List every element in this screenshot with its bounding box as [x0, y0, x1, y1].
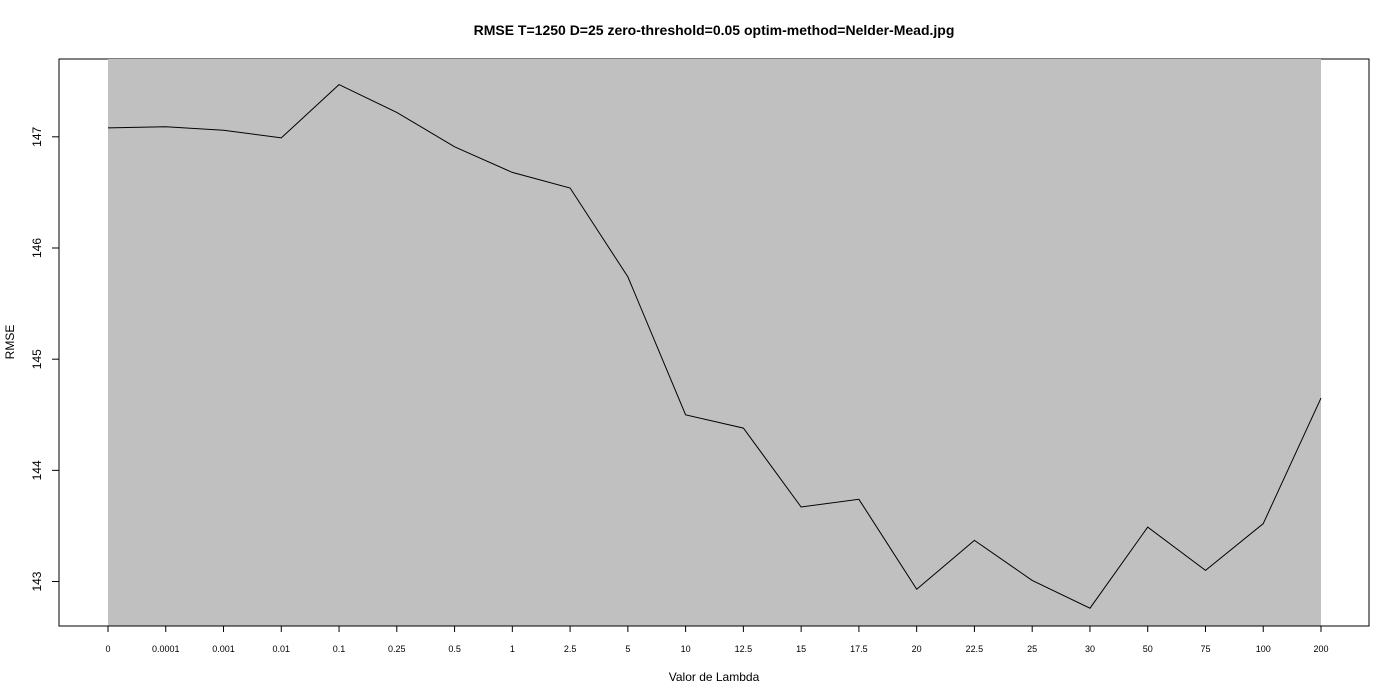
x-tick-label: 17.5	[850, 644, 868, 654]
y-tick-label: 144	[30, 460, 44, 480]
y-axis: 143 144 145 146 147	[30, 126, 59, 592]
x-tick-label: 22.5	[966, 644, 984, 654]
y-tick-label: 143	[30, 571, 44, 591]
x-tick-label: 50	[1143, 644, 1153, 654]
x-tick-label: 0.25	[388, 644, 406, 654]
y-tick-label: 145	[30, 349, 44, 369]
x-tick-label: 100	[1256, 644, 1271, 654]
x-tick-label: 1	[510, 644, 515, 654]
x-tick-label: 5	[625, 644, 630, 654]
x-axis: 0 0.0001 0.001 0.01 0.1 0.25 0.5 1 2.5 5 10 12.5 15 1…	[105, 625, 1329, 654]
x-tick-label: 25	[1027, 644, 1037, 654]
x-tick-label: 0.5	[448, 644, 461, 654]
x-tick-label: 20	[912, 644, 922, 654]
x-tick-label: 0	[105, 644, 110, 654]
chart-title: RMSE T=1250 D=25 zero-threshold=0.05 opt…	[474, 22, 955, 38]
x-tick-label: 30	[1085, 644, 1095, 654]
x-tick-label: 2.5	[564, 644, 577, 654]
series-line	[107, 84, 1322, 609]
x-tick-label: 10	[681, 644, 691, 654]
plot-panel-background	[108, 59, 1321, 626]
y-tick-label: 146	[30, 238, 44, 258]
x-tick-label: 0.001	[212, 644, 235, 654]
x-tick-label: 0.1	[333, 644, 346, 654]
x-tick-label: 0.01	[273, 644, 291, 654]
x-tick-label: 15	[796, 644, 806, 654]
x-tick-label: 12.5	[735, 644, 753, 654]
x-tick-label: 0.0001	[152, 644, 180, 654]
y-axis-label: RMSE	[3, 325, 17, 360]
x-axis-label: Valor de Lambda	[669, 670, 760, 684]
x-tick-label: 200	[1313, 644, 1328, 654]
y-tick-label: 147	[30, 126, 44, 146]
x-tick-label: 75	[1200, 644, 1210, 654]
